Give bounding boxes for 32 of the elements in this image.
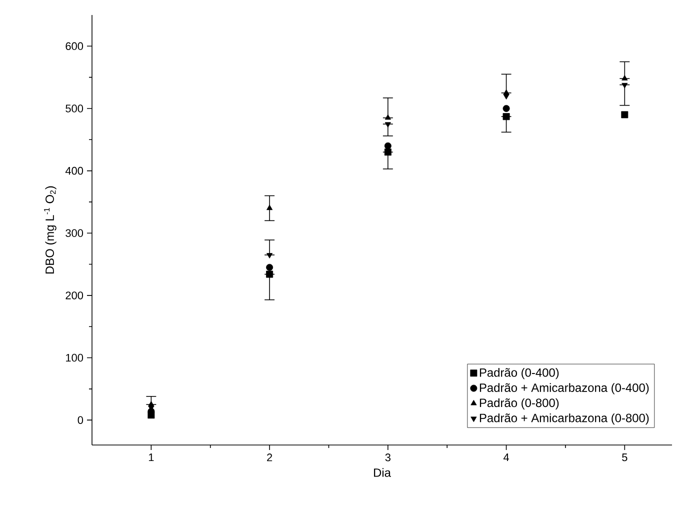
point: [266, 253, 273, 258]
point: [266, 204, 273, 210]
x-tick-label: 4: [503, 454, 510, 462]
point: [502, 104, 510, 112]
y-tick-label: 100: [66, 354, 84, 362]
point: [622, 82, 628, 88]
legend-label: Padrão (0-400): [480, 368, 559, 380]
y-tick-label: 300: [66, 229, 84, 237]
point: [502, 113, 510, 120]
y-axis-title: DBO (mg L$^{-1}$ O$_{2}$): [44, 186, 56, 274]
point: [503, 94, 510, 100]
y-tick-label: 0: [78, 416, 84, 424]
point: [384, 122, 391, 128]
point: [266, 270, 274, 278]
x-tick-label: 2: [267, 454, 272, 462]
y-tick-label: 200: [66, 292, 84, 300]
point: [384, 142, 392, 150]
y-tick-label: 400: [65, 166, 84, 175]
y-tick-label: 600: [66, 42, 84, 50]
legend-label: Padrão (0-800): [480, 398, 559, 410]
point: [621, 111, 628, 118]
legend-label: Padrão + Amicarbazona (0-400): [480, 383, 649, 394]
x-tick-label: 3: [385, 454, 390, 462]
point: [266, 264, 274, 271]
x-axis-title: Dia: [374, 468, 391, 477]
point: [622, 75, 628, 80]
x-tick-label: 1: [148, 454, 154, 462]
point: [384, 148, 392, 156]
point: [384, 114, 391, 120]
x-tick-label: 5: [622, 454, 628, 462]
legend-label: Padrão + Amicarbazona (0-800): [480, 413, 649, 425]
y-tick-label: 500: [66, 104, 84, 112]
